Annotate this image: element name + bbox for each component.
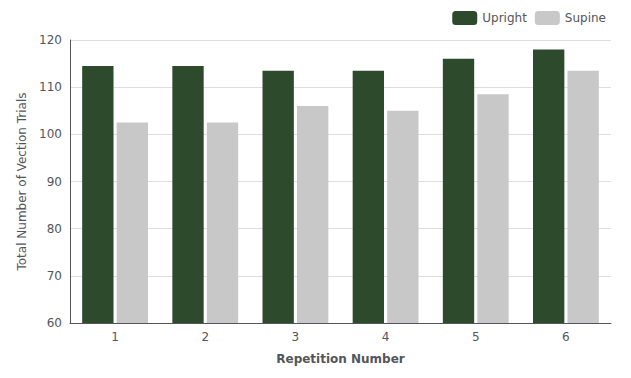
- svg-text:3: 3: [292, 330, 300, 344]
- svg-text:6: 6: [562, 330, 570, 344]
- svg-text:100: 100: [39, 127, 62, 141]
- svg-text:Upright: Upright: [482, 11, 527, 25]
- svg-text:120: 120: [39, 33, 62, 47]
- svg-text:80: 80: [47, 222, 62, 236]
- svg-text:Supine: Supine: [565, 11, 606, 25]
- svg-text:90: 90: [47, 175, 62, 189]
- svg-text:70: 70: [47, 269, 62, 283]
- svg-text:1: 1: [111, 330, 119, 344]
- svg-text:Repetition Number: Repetition Number: [276, 352, 405, 366]
- svg-text:2: 2: [201, 330, 209, 344]
- svg-text:60: 60: [47, 316, 62, 330]
- svg-text:110: 110: [39, 80, 62, 94]
- svg-text:4: 4: [382, 330, 390, 344]
- svg-text:Total Number of Vection Trials: Total Number of Vection Trials: [15, 92, 29, 271]
- svg-text:5: 5: [472, 330, 480, 344]
